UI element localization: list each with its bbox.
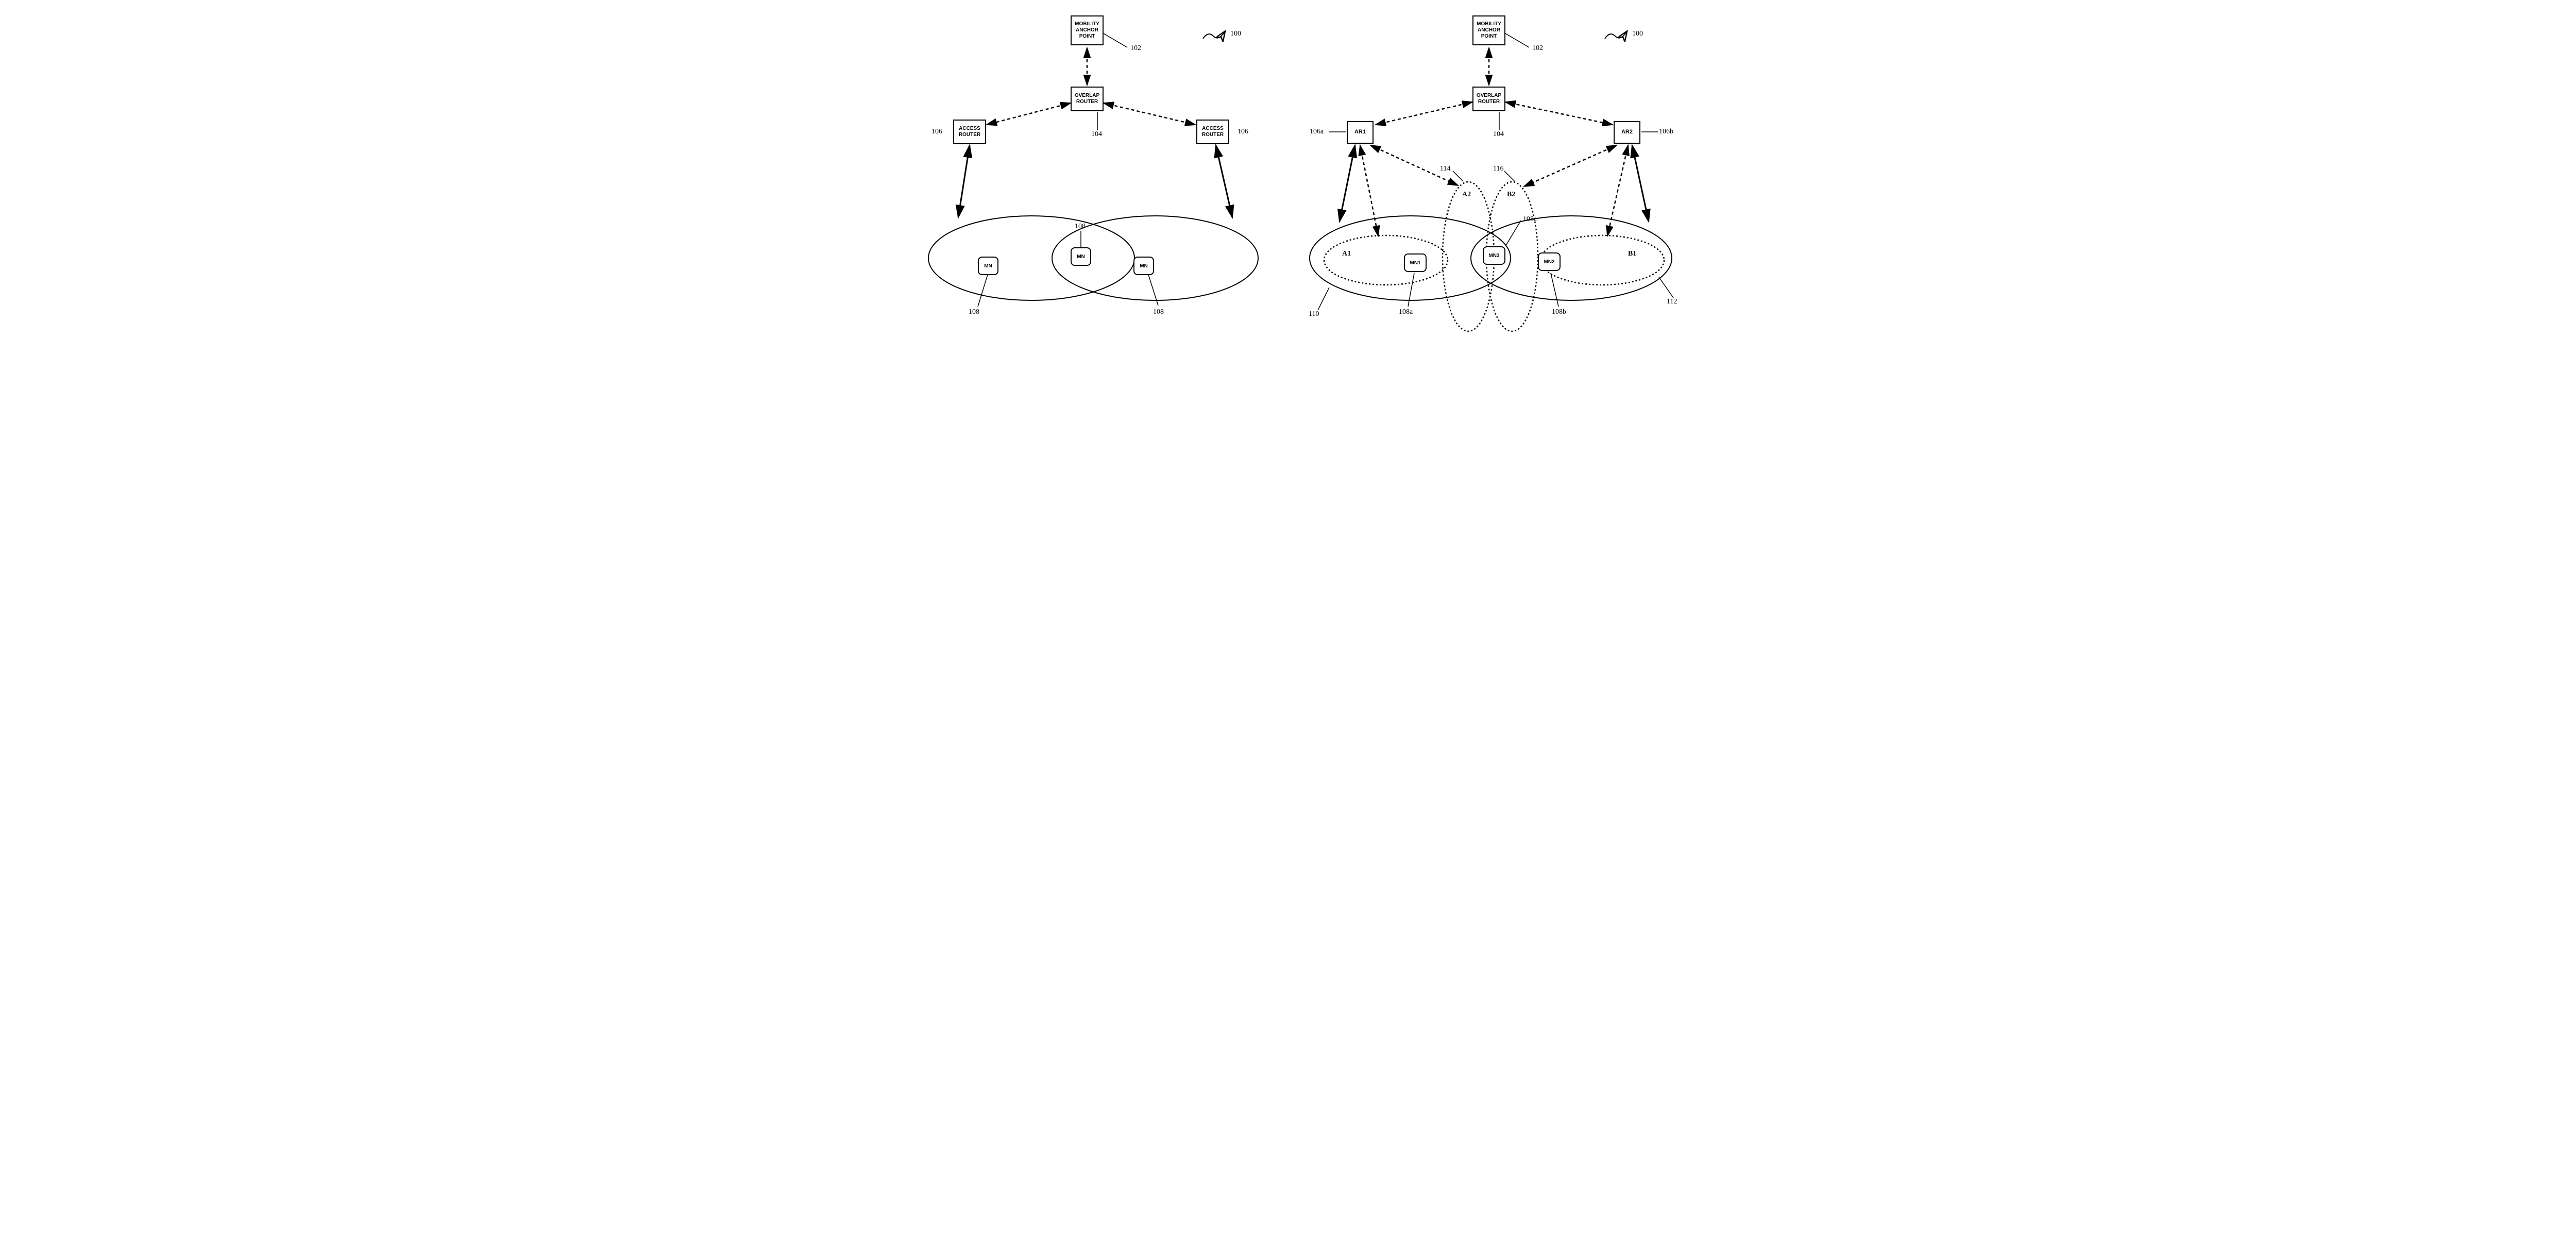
left-svg [896,10,1278,340]
b1-label: B1 [1628,250,1636,258]
access-router-left: ACCESS ROUTER [953,120,986,144]
overlap-router-box: OVERLAP ROUTER [1472,87,1505,111]
ref-104: 104 [1091,130,1102,139]
right-diagram: MOBILITY ANCHOR POINT OVERLAP ROUTER AR1… [1298,10,1680,340]
ref-102: 102 [1532,44,1543,53]
ref-102: 102 [1130,44,1141,53]
a1-label: A1 [1342,250,1351,258]
b2-label: B2 [1507,191,1515,199]
ref-108c: 108c [1523,215,1537,224]
ref-100: 100 [1230,30,1241,38]
ref-108-right: 108 [1153,308,1164,316]
ref-108a: 108a [1399,308,1413,316]
ref-108-left: 108 [969,308,979,316]
mn2-box: MN2 [1538,252,1561,271]
ref-106a: 106a [1310,128,1324,136]
ref-106b: 106b [1659,128,1673,136]
ref-104: 104 [1493,130,1504,139]
access-router-right: ACCESS ROUTER [1196,120,1229,144]
ref-108-top: 108 [1075,223,1086,231]
left-diagram: MOBILITY ANCHOR POINT OVERLAP ROUTER ACC… [896,10,1278,340]
mn-center: MN [1071,247,1091,266]
ref-100: 100 [1632,30,1643,38]
map-box: MOBILITY ANCHOR POINT [1472,15,1505,45]
ref-114: 114 [1440,165,1450,173]
mn-left: MN [978,257,998,275]
mn1-box: MN1 [1404,253,1427,272]
overlap-router-box: OVERLAP ROUTER [1071,87,1104,111]
ar2-box: AR2 [1614,121,1640,144]
ref-112: 112 [1667,298,1677,306]
a2-label: A2 [1462,191,1471,199]
right-svg [1298,10,1680,340]
map-box: MOBILITY ANCHOR POINT [1071,15,1104,45]
ref-110: 110 [1309,310,1319,318]
mn-right: MN [1133,257,1154,275]
ref-116: 116 [1493,165,1503,173]
ar1-box: AR1 [1347,121,1374,144]
mn3-box: MN3 [1483,246,1505,265]
ref-108b: 108b [1552,308,1566,316]
ref-106-left: 106 [931,128,942,136]
ref-106-right: 106 [1238,128,1248,136]
